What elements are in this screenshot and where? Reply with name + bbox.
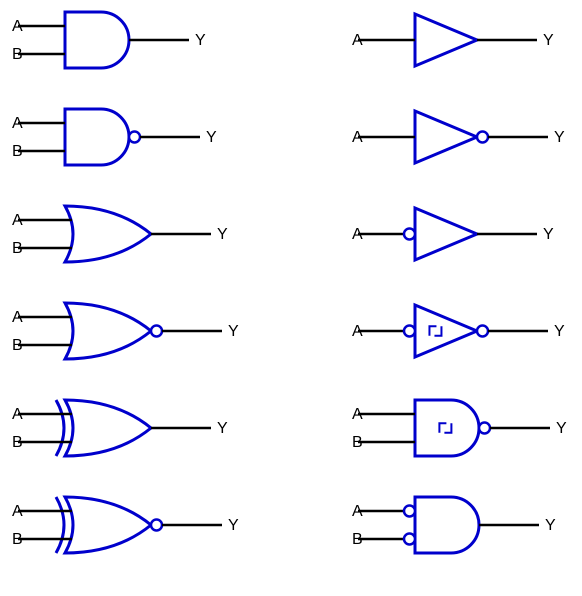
label-output-Y: Y: [545, 517, 556, 534]
label-input-B: B: [12, 531, 23, 548]
label-input-B: B: [12, 434, 23, 451]
label-output-Y: Y: [217, 420, 228, 437]
gate-nor: [65, 303, 151, 359]
label-input-A: A: [352, 503, 363, 520]
label-input-A: A: [352, 406, 363, 423]
label-input-A: A: [12, 212, 23, 229]
label-output-Y: Y: [554, 323, 565, 340]
label-output-Y: Y: [543, 32, 554, 49]
label-input-A: A: [352, 323, 363, 340]
label-input-A: A: [12, 406, 23, 423]
gate-inv_in: [415, 208, 477, 260]
label-output-Y: Y: [543, 226, 554, 243]
label-output-Y: Y: [556, 420, 567, 437]
logic-gate-diagram: ABYABYABYABYABYABYAYAYAYAYABYABY: [0, 0, 582, 596]
label-output-Y: Y: [217, 226, 228, 243]
gate-not: [415, 111, 477, 163]
label-input-A: A: [352, 226, 363, 243]
label-output-Y: Y: [554, 129, 565, 146]
label-input-B: B: [12, 240, 23, 257]
label-input-B: B: [352, 434, 363, 451]
label-input-B: B: [12, 143, 23, 160]
label-output-Y: Y: [195, 32, 206, 49]
gate-schmitt_nand: [415, 400, 479, 456]
label-input-A: A: [12, 503, 23, 520]
label-output-Y: Y: [228, 517, 239, 534]
gate-xnor: [56, 497, 151, 553]
gate-and_inv_in: [415, 497, 479, 553]
label-input-A: A: [12, 309, 23, 326]
gate-schmitt_inv: [415, 305, 477, 357]
label-input-A: A: [12, 18, 23, 35]
gate-and: [65, 12, 129, 68]
label-output-Y: Y: [228, 323, 239, 340]
label-output-Y: Y: [206, 129, 217, 146]
label-input-A: A: [352, 129, 363, 146]
label-input-B: B: [12, 337, 23, 354]
gate-nand: [65, 109, 129, 165]
label-input-B: B: [12, 46, 23, 63]
gate-buffer: [415, 14, 477, 66]
label-input-A: A: [352, 32, 363, 49]
gate-or: [65, 206, 151, 262]
label-input-B: B: [352, 531, 363, 548]
gate-xor: [56, 400, 151, 456]
label-input-A: A: [12, 115, 23, 132]
